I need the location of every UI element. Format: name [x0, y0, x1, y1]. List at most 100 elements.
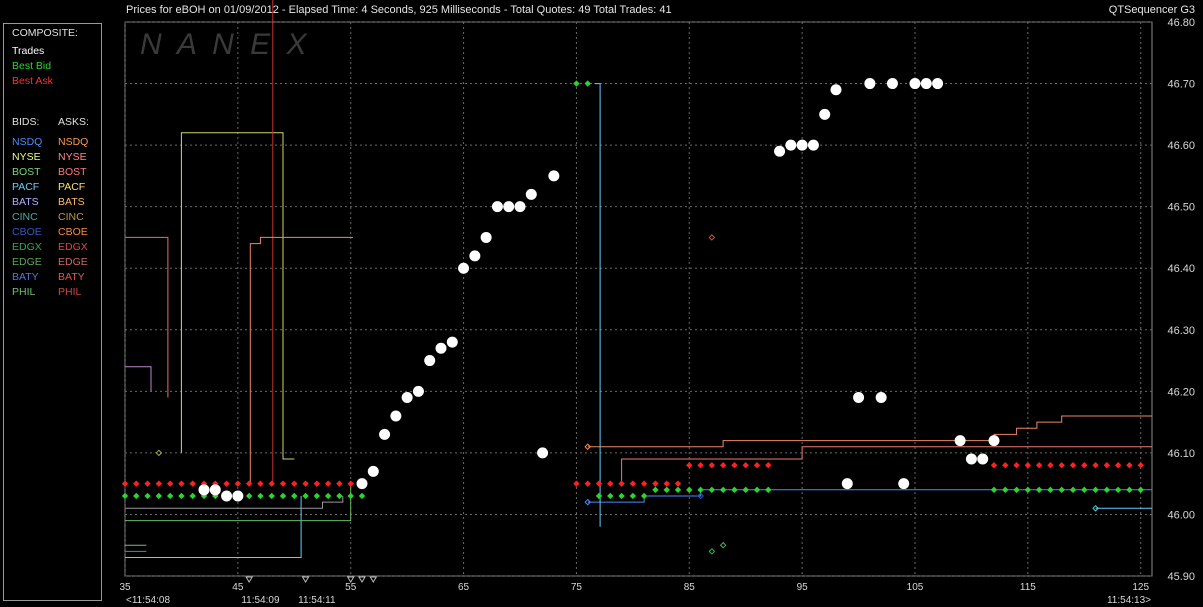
best-ask-point-53 [1137, 462, 1144, 469]
trade-point-27 [830, 84, 842, 96]
exchange-marker-1 [584, 443, 592, 451]
best-bid-point-39 [765, 486, 772, 494]
best-ask-point-16 [302, 480, 309, 487]
best-bid-point-26 [618, 492, 625, 500]
trade-point-4 [356, 478, 368, 490]
bottom-marker-0 [245, 576, 254, 583]
best-ask-point-2 [144, 480, 151, 487]
legend-bid-4: BATS [12, 196, 39, 208]
legend-composite-2: Best Ask [12, 75, 53, 87]
best-bid-point-47 [1069, 486, 1077, 494]
trade-point-12 [446, 336, 458, 348]
trade-point-0 [198, 484, 210, 496]
plot-area [124, 21, 1153, 577]
best-bid-point-23 [584, 80, 591, 87]
best-bid-point-20 [347, 492, 354, 500]
legend-bid-8: EDGE [12, 256, 42, 268]
best-ask-point-46 [1058, 462, 1065, 469]
best-bid-point-31 [674, 486, 682, 494]
best-bid-point-24 [595, 492, 603, 500]
legend-bid-5: CINC [12, 211, 38, 223]
exchange-line-12 [125, 366, 152, 392]
chart-title: Prices for eBOH on 01/09/2012 - Elapsed … [126, 4, 672, 16]
trade-point-33 [898, 478, 910, 490]
y-tick-label-4: 46.30 [1167, 325, 1195, 337]
x-tick-label-5: 85 [684, 582, 696, 593]
best-ask-point-20 [347, 480, 354, 487]
trade-point-31 [875, 391, 887, 403]
best-bid-point-21 [358, 492, 366, 500]
trade-point-17 [503, 201, 515, 213]
best-bid-point-49 [1092, 486, 1099, 494]
best-ask-point-29 [652, 480, 659, 487]
best-ask-point-40 [990, 462, 998, 469]
best-ask-point-42 [1013, 462, 1020, 469]
legend-ask-5: CINC [58, 211, 84, 223]
best-ask-point-50 [1103, 462, 1111, 469]
trade-point-18 [514, 201, 526, 213]
trade-point-5 [367, 465, 379, 477]
time-label-2: 11:54:11 [298, 595, 336, 606]
legend-panel: COMPOSITE: Trades Best Bid Best Ask BIDS: ASK… [3, 23, 102, 601]
legend-bid-6: CBOE [12, 226, 42, 238]
best-bid-point-41 [1002, 486, 1009, 494]
trade-point-7 [390, 410, 402, 422]
best-bid-point-1 [133, 492, 140, 500]
trade-point-29 [853, 391, 865, 403]
legend-bid-2: BOST [12, 166, 41, 178]
best-bid-point-27 [629, 492, 637, 500]
best-ask-point-34 [708, 462, 716, 469]
best-bid-point-2 [144, 492, 151, 500]
best-ask-point-41 [1002, 462, 1009, 469]
bottom-marker-2 [346, 576, 355, 583]
trade-point-24 [796, 139, 808, 151]
best-bid-point-4 [166, 492, 174, 500]
legend-ask-3: PACF [58, 181, 86, 193]
trade-point-37 [954, 435, 966, 447]
watermark: N A N E X [140, 28, 310, 61]
best-ask-point-19 [336, 480, 343, 487]
best-bid-point-42 [1013, 486, 1020, 494]
trade-point-40 [988, 435, 1000, 447]
time-label-0: <11:54:08 [126, 595, 170, 606]
best-ask-point-52 [1126, 462, 1133, 469]
trade-point-14 [469, 250, 481, 262]
y-tick-label-6: 46.50 [1167, 202, 1195, 214]
best-bid-point-25 [607, 492, 614, 500]
legend-ask-1: NYSE [58, 151, 87, 163]
best-bid-point-33 [697, 486, 704, 494]
exchange-marker-5 [708, 548, 716, 555]
best-ask-point-26 [618, 480, 625, 487]
legend-ask-7: EDGX [58, 241, 88, 253]
y-tick-label-1: 46.00 [1167, 509, 1195, 521]
best-ask-point-44 [1035, 462, 1043, 469]
best-ask-point-36 [731, 462, 738, 469]
best-bid-point-17 [313, 492, 321, 500]
trade-point-26 [819, 108, 831, 120]
best-bid-point-45 [1047, 486, 1054, 494]
best-bid-point-29 [652, 486, 659, 494]
best-ask-point-17 [313, 480, 321, 487]
best-ask-point-4 [166, 480, 174, 487]
legend-ask-6: CBOE [58, 226, 88, 238]
exchange-line-6 [125, 496, 302, 558]
y-tick-label-5: 46.40 [1167, 263, 1195, 275]
exchange-line-10 [125, 496, 344, 509]
best-ask-point-1 [133, 480, 140, 487]
best-ask-point-12 [257, 480, 264, 487]
trade-point-38 [965, 453, 977, 465]
best-bid-point-43 [1024, 486, 1032, 494]
legend-ask-9: BATY [58, 271, 85, 283]
best-bid-point-37 [742, 486, 749, 494]
bottom-marker-4 [369, 576, 378, 583]
exchange-marker-4 [697, 492, 704, 500]
trade-point-32 [886, 78, 898, 90]
best-ask-point-18 [324, 480, 332, 487]
legend-bid-9: BATY [12, 271, 39, 283]
best-ask-point-33 [697, 462, 704, 469]
legend-composite-1: Best Bid [12, 60, 52, 72]
best-bid-point-51 [1114, 486, 1122, 494]
exchange-line-7 [587, 489, 1152, 503]
best-bid-point-5 [178, 492, 185, 500]
